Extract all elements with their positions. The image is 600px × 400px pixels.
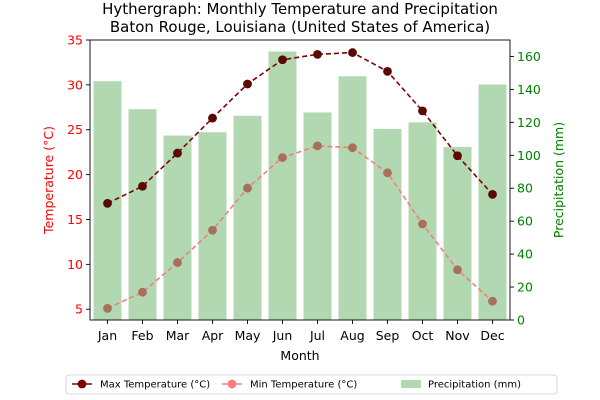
max-temp-point-feb bbox=[138, 181, 147, 191]
right-tick-label: 60 bbox=[517, 214, 533, 229]
min-temp-point-aug bbox=[348, 143, 357, 153]
legend-min-temp-marker bbox=[227, 379, 237, 389]
right-tick-label: 0 bbox=[517, 313, 525, 328]
right-precipitation-axis: 0 20 40 60 80 100 120 140 160 bbox=[510, 49, 541, 328]
legend-box bbox=[65, 374, 558, 395]
max-temp-point-apr bbox=[208, 113, 217, 123]
left-axis-label: Temperature (°C) bbox=[41, 126, 56, 235]
max-temp-point-mar bbox=[173, 148, 182, 158]
left-tick-label: 30 bbox=[67, 77, 83, 92]
right-tick-label: 80 bbox=[517, 181, 533, 196]
precipitation-bar-sep bbox=[373, 128, 402, 320]
precipitation-bar-jun bbox=[268, 51, 297, 320]
left-tick-label: 15 bbox=[67, 212, 83, 227]
max-temp-point-aug bbox=[348, 48, 357, 57]
left-tick-label: 25 bbox=[67, 122, 83, 137]
x-tick-label-may: May bbox=[235, 328, 261, 343]
legend-label: Precipitation (mm) bbox=[428, 380, 521, 391]
x-tick-label-feb: Feb bbox=[131, 328, 153, 343]
precipitation-bars bbox=[93, 51, 507, 321]
right-tick-label: 20 bbox=[517, 280, 533, 295]
left-temperature-axis: 5 10 15 20 25 30 35 bbox=[67, 33, 90, 317]
x-tick-label-oct: Oct bbox=[412, 328, 434, 343]
min-temp-point-jun bbox=[278, 153, 287, 162]
chart-legend: Max Temperature (°C) Min Temperature (°C)… bbox=[65, 374, 558, 395]
chart-subtitle: Baton Rouge, Louisiana (United States of… bbox=[110, 18, 490, 36]
x-tick-label-dec: Dec bbox=[480, 328, 504, 343]
month-axis: Jan Feb Mar Apr May Jun Jul Aug Sep Oct Nov Dec bbox=[97, 320, 505, 343]
x-tick-label-nov: Nov bbox=[445, 328, 470, 343]
min-temp-point-dec bbox=[488, 296, 497, 306]
x-axis-label: Month bbox=[280, 348, 319, 363]
x-tick-label-aug: Aug bbox=[340, 328, 364, 343]
min-temp-point-apr bbox=[208, 225, 217, 235]
min-temp-point-mar bbox=[173, 258, 182, 267]
x-tick-label-mar: Mar bbox=[166, 328, 190, 343]
legend-label: Max Temperature (°C) bbox=[100, 380, 210, 391]
left-tick-label: 5 bbox=[75, 302, 83, 317]
legend-label: Min Temperature (°C) bbox=[250, 380, 357, 391]
min-temp-point-jan bbox=[103, 303, 112, 313]
legend-precipitation-swatch bbox=[401, 380, 421, 388]
right-tick-label: 140 bbox=[517, 82, 541, 97]
max-temp-point-jan bbox=[103, 198, 112, 208]
max-temp-point-sep bbox=[383, 67, 392, 76]
x-tick-label-jul: Jul bbox=[309, 328, 325, 343]
chart-title: Hythergraph: Monthly Temperature and Pre… bbox=[102, 0, 498, 18]
min-temp-point-jul bbox=[313, 141, 322, 151]
max-temp-point-jul bbox=[313, 49, 322, 59]
precipitation-bar-may bbox=[233, 115, 262, 320]
precipitation-bar-nov bbox=[443, 147, 472, 320]
max-temp-point-jun bbox=[278, 55, 287, 65]
max-temp-point-dec bbox=[488, 189, 497, 199]
min-temp-point-feb bbox=[138, 287, 147, 297]
min-temp-point-may bbox=[243, 183, 252, 193]
temperature-lines bbox=[103, 48, 497, 313]
max-temp-point-may bbox=[243, 79, 252, 89]
left-tick-label: 35 bbox=[67, 33, 83, 48]
right-axis-label: Precipitation (mm) bbox=[551, 122, 566, 238]
x-tick-label-apr: Apr bbox=[202, 328, 224, 343]
right-tick-label: 100 bbox=[517, 148, 541, 163]
max-temp-point-nov bbox=[453, 151, 462, 161]
precipitation-bar-aug bbox=[338, 76, 367, 320]
precipitation-bar-mar bbox=[163, 135, 192, 320]
right-tick-label: 160 bbox=[517, 49, 541, 64]
precipitation-bar-dec bbox=[478, 84, 507, 321]
x-tick-label-sep: Sep bbox=[376, 328, 400, 343]
left-tick-label: 10 bbox=[67, 257, 83, 272]
right-tick-label: 120 bbox=[517, 115, 541, 130]
min-temp-line bbox=[107, 145, 494, 310]
max-temp-point-oct bbox=[418, 106, 427, 116]
legend-max-temp-marker bbox=[77, 379, 87, 389]
plot-frame bbox=[89, 39, 511, 321]
right-tick-label: 40 bbox=[517, 247, 533, 262]
left-tick-label: 20 bbox=[67, 167, 83, 182]
x-tick-label-jun: Jun bbox=[272, 328, 293, 343]
min-temp-point-nov bbox=[453, 265, 462, 275]
max-temp-line bbox=[107, 51, 494, 205]
x-tick-label-jan: Jan bbox=[97, 328, 117, 343]
min-temp-point-oct bbox=[418, 219, 427, 229]
min-temp-point-sep bbox=[383, 168, 392, 178]
